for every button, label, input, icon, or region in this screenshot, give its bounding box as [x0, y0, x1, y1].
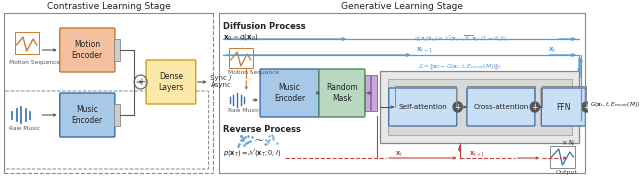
- FancyBboxPatch shape: [60, 28, 115, 72]
- FancyBboxPatch shape: [541, 88, 586, 126]
- Bar: [371, 75, 377, 111]
- Circle shape: [453, 102, 462, 112]
- Text: $q(\mathbf{x}_t|\mathbf{x}_0)=\mathcal{N}(\mathbf{x}_t;\sqrt{\bar{\alpha}_t}\mat: $q(\mathbf{x}_t|\mathbf{x}_0)=\mathcal{N…: [413, 34, 507, 44]
- Text: $\mathbf{x}_{t+1}$: $\mathbf{x}_{t+1}$: [468, 150, 485, 159]
- Text: $p(\mathbf{x}_T)=\mathcal{N}(\mathbf{x}_T;0,I)$: $p(\mathbf{x}_T)=\mathcal{N}(\mathbf{x}_…: [223, 147, 282, 158]
- Text: +: +: [532, 103, 538, 112]
- Bar: [15, 32, 38, 54]
- Text: $\times$ N: $\times$ N: [561, 138, 575, 147]
- Text: Motion Sequence: Motion Sequence: [228, 70, 279, 75]
- Bar: [365, 75, 371, 111]
- FancyBboxPatch shape: [319, 69, 365, 117]
- FancyBboxPatch shape: [467, 88, 535, 126]
- Text: Output: Output: [555, 170, 577, 175]
- Text: ~: ~: [254, 134, 264, 146]
- Text: $\mathcal{L}=\|\mathbf{x}_0-G(\mathbf{x}_t,t,E_{music}(M))\|_2$: $\mathcal{L}=\|\mathbf{x}_0-G(\mathbf{x}…: [418, 62, 502, 71]
- Text: $\mathbf{x}_t$: $\mathbf{x}_t$: [395, 150, 403, 159]
- Circle shape: [531, 102, 540, 112]
- Text: Reverse Process: Reverse Process: [223, 125, 301, 134]
- Text: Raw Music: Raw Music: [9, 126, 40, 131]
- Circle shape: [582, 102, 591, 112]
- Text: Sync /
Async: Sync / Async: [211, 75, 232, 88]
- Text: Generative Learning Stage: Generative Learning Stage: [340, 2, 463, 11]
- Text: FFN: FFN: [556, 103, 571, 112]
- Text: Dense
Layers: Dense Layers: [158, 72, 184, 92]
- Text: $\mathbf{x}_0\sim q(\mathbf{x}_0)$: $\mathbf{x}_0\sim q(\mathbf{x}_0)$: [223, 32, 259, 42]
- Text: Contrastive Learning Stage: Contrastive Learning Stage: [47, 2, 170, 11]
- Bar: [113, 39, 120, 61]
- Bar: [229, 48, 253, 68]
- FancyBboxPatch shape: [388, 88, 457, 126]
- Text: Random
Mask: Random Mask: [326, 83, 358, 103]
- Text: Music
Encoder: Music Encoder: [274, 83, 305, 103]
- Text: Motion
Encoder: Motion Encoder: [72, 40, 103, 60]
- Text: Self-attention: Self-attention: [398, 104, 447, 110]
- Text: +: +: [583, 103, 589, 112]
- Text: Cross-attention: Cross-attention: [473, 104, 529, 110]
- Text: +: +: [136, 77, 145, 87]
- FancyBboxPatch shape: [146, 60, 196, 104]
- Bar: [550, 146, 575, 168]
- Bar: [113, 104, 120, 126]
- Text: $\mathbf{x}_t$: $\mathbf{x}_t$: [548, 46, 556, 55]
- Text: $\mathbf{x}_{t-1}$: $\mathbf{x}_{t-1}$: [417, 46, 433, 55]
- Text: Music
Encoder: Music Encoder: [72, 105, 103, 125]
- FancyBboxPatch shape: [60, 93, 115, 137]
- Text: Motion Sequence: Motion Sequence: [9, 60, 60, 65]
- Text: Diffusion Process: Diffusion Process: [223, 22, 306, 31]
- Bar: [381, 71, 579, 143]
- FancyBboxPatch shape: [260, 69, 319, 117]
- Text: +: +: [454, 103, 461, 112]
- Text: $G(\mathbf{x}_t,t,E_{music}(M))$: $G(\mathbf{x}_t,t,E_{music}(M))$: [590, 100, 640, 108]
- Bar: [388, 79, 572, 135]
- Text: Raw Music: Raw Music: [228, 108, 259, 113]
